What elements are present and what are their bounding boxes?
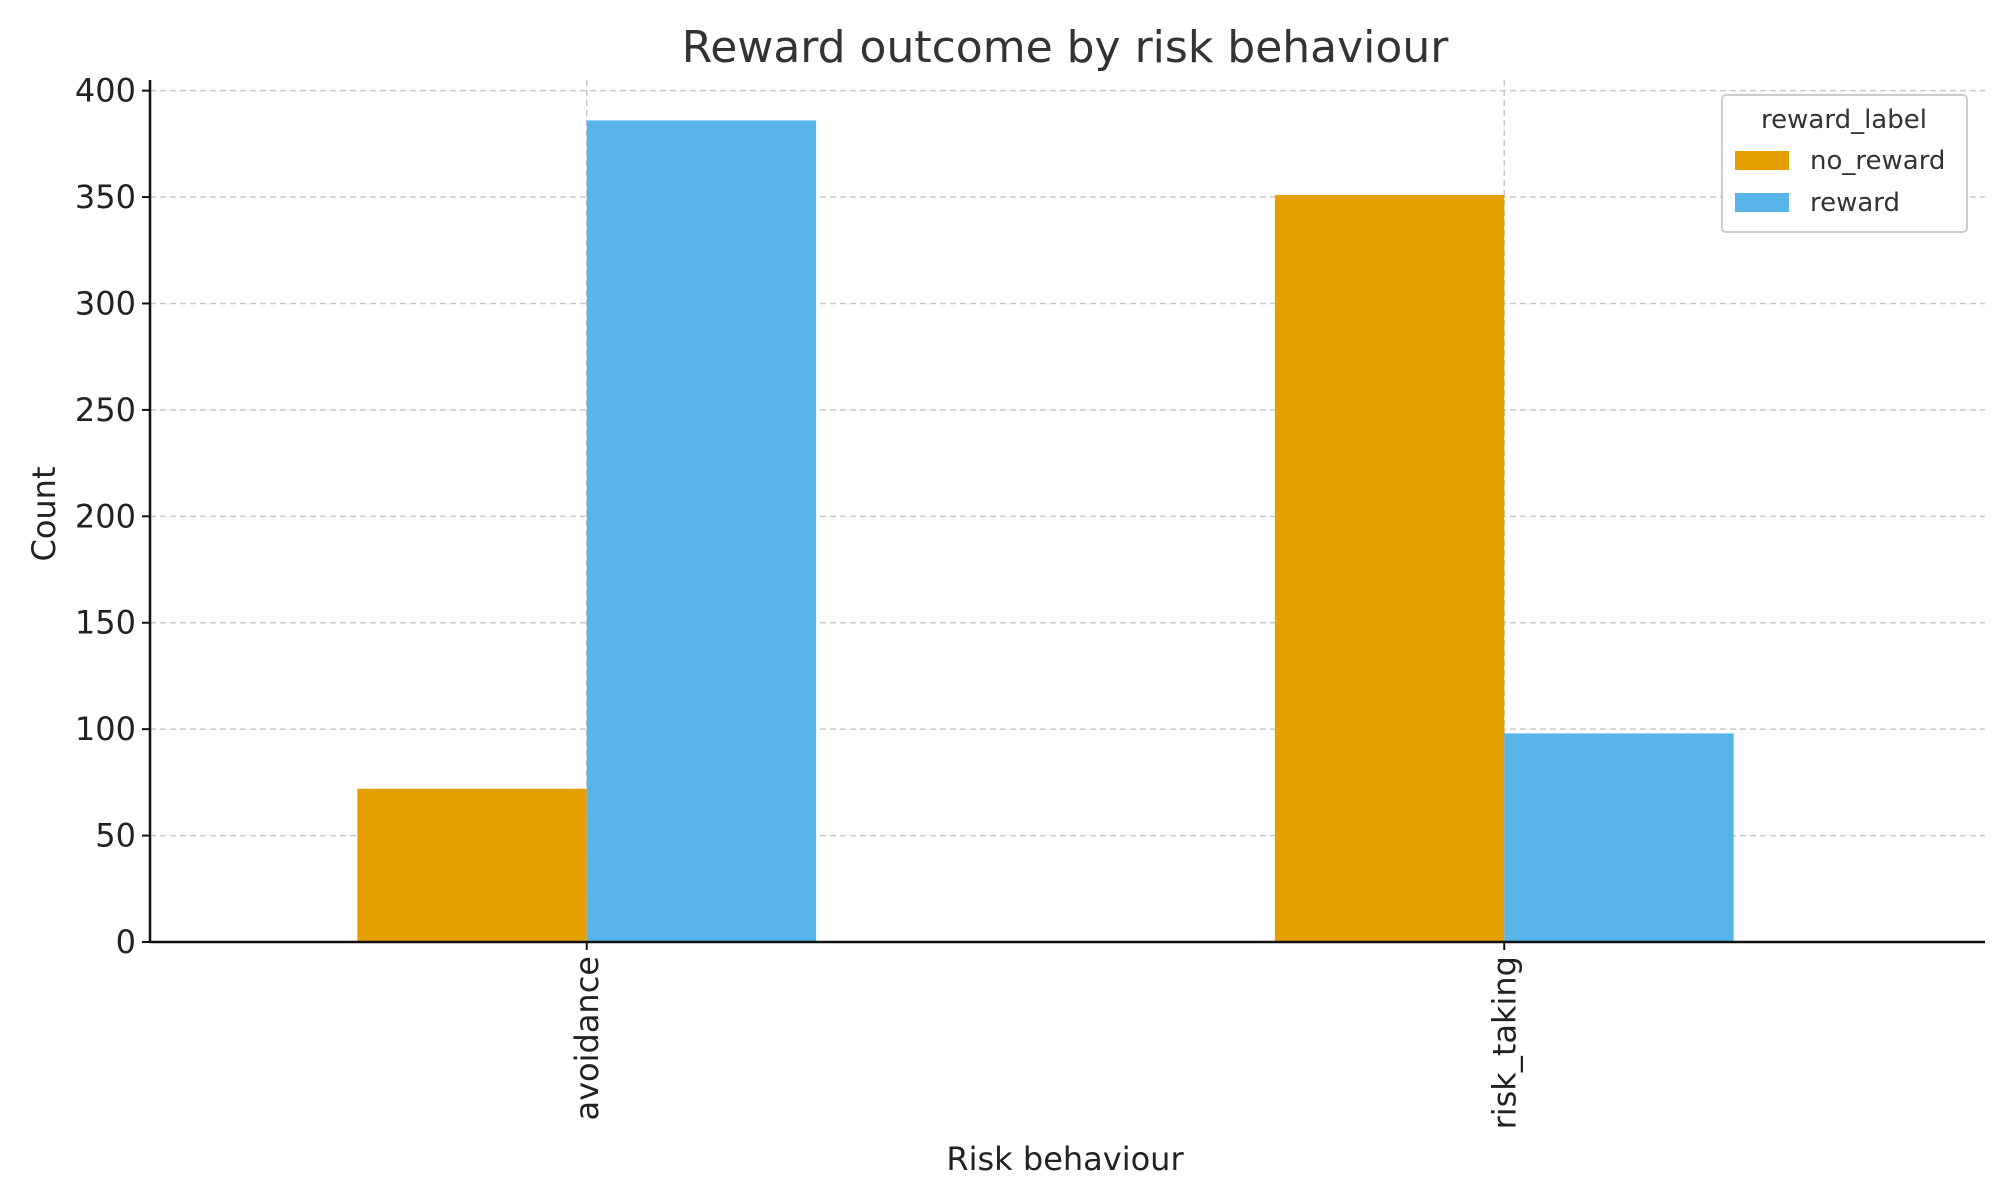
legend-swatch-no_reward — [1735, 151, 1789, 170]
bars — [357, 120, 1734, 942]
y-tick-label: 50 — [95, 817, 136, 855]
bar-no_reward-risk_taking — [1274, 194, 1505, 942]
y-tick-label: 350 — [75, 178, 136, 216]
bar-reward-avoidance — [586, 120, 817, 942]
x-axis-label: Risk behaviour — [946, 1140, 1184, 1178]
y-tick-label: 150 — [75, 604, 136, 642]
y-tick-label: 300 — [75, 284, 136, 322]
y-tick-label: 100 — [75, 710, 136, 748]
x-ticks: avoidance risk_taking — [568, 942, 1523, 1129]
chart-title: Reward outcome by risk behaviour — [682, 22, 1450, 73]
legend-label-no_reward: no_reward — [1810, 146, 1945, 176]
legend-label-reward: reward — [1810, 188, 1900, 218]
axes — [148, 80, 1985, 944]
y-tick-label: 250 — [75, 391, 136, 429]
y-ticks: 0 50 100 150 200 250 300 350 400 — [75, 72, 150, 961]
bar-reward-risk_taking — [1504, 733, 1734, 942]
bar-no_reward-avoidance — [357, 788, 587, 942]
x-tick-label: risk_taking — [1485, 956, 1523, 1129]
legend-swatch-reward — [1735, 193, 1789, 212]
y-tick-label: 0 — [116, 923, 136, 961]
legend-title: reward_label — [1761, 105, 1927, 135]
y-axis-label: Count — [25, 466, 63, 561]
y-tick-label: 200 — [75, 497, 136, 535]
x-tick-label: avoidance — [568, 956, 606, 1121]
y-tick-label: 400 — [75, 72, 136, 110]
